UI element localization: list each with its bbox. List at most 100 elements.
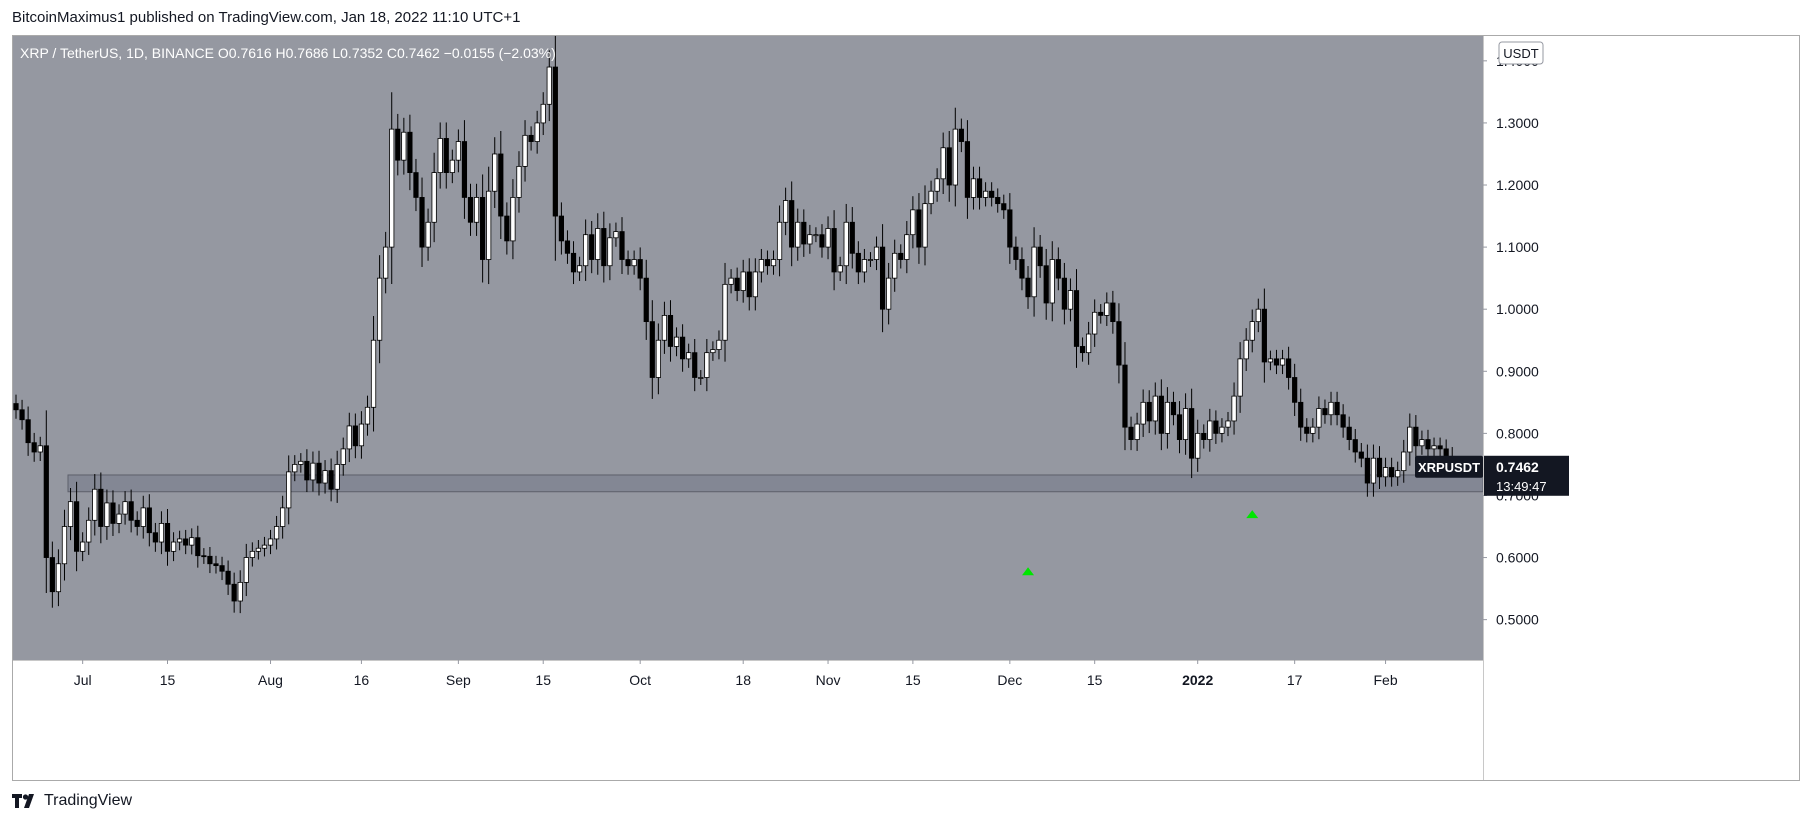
candle-body[interactable] xyxy=(1310,426,1316,434)
candle-body[interactable] xyxy=(213,563,219,567)
candle-body[interactable] xyxy=(522,134,528,167)
candle-body[interactable] xyxy=(1267,358,1274,363)
candle-body[interactable] xyxy=(1146,401,1152,422)
candle-body[interactable] xyxy=(795,221,801,248)
candle-body[interactable] xyxy=(873,246,880,260)
candle-body[interactable] xyxy=(1037,246,1043,267)
candle-body[interactable] xyxy=(1207,420,1213,440)
candle-body[interactable] xyxy=(1098,311,1104,316)
candle-body[interactable] xyxy=(983,190,989,198)
candle-body[interactable] xyxy=(776,221,783,260)
candle-body[interactable] xyxy=(528,134,534,142)
candle-body[interactable] xyxy=(1158,395,1164,434)
candle-body[interactable] xyxy=(407,131,413,173)
candle-body[interactable] xyxy=(686,352,692,360)
candle-body[interactable] xyxy=(110,502,116,524)
candle-body[interactable] xyxy=(976,178,983,198)
candle-body[interactable] xyxy=(770,259,777,267)
candle-body[interactable] xyxy=(1431,445,1437,450)
candle-body[interactable] xyxy=(401,131,407,161)
candle-body[interactable] xyxy=(1376,457,1383,478)
candle-body[interactable] xyxy=(316,462,322,484)
candle-body[interactable] xyxy=(510,197,516,242)
candle-body[interactable] xyxy=(298,460,304,465)
candle-body[interactable] xyxy=(376,277,383,341)
candle-body[interactable] xyxy=(461,141,468,198)
candle-body[interactable] xyxy=(13,403,19,411)
candle-body[interactable] xyxy=(673,336,680,347)
candle-body[interactable] xyxy=(661,315,668,341)
candle-body[interactable] xyxy=(1134,423,1140,440)
candle-body[interactable] xyxy=(722,283,728,341)
candle-body[interactable] xyxy=(1031,246,1037,298)
candle-body[interactable] xyxy=(928,190,934,205)
candle-body[interactable] xyxy=(1049,259,1055,304)
candle-body[interactable] xyxy=(1061,277,1067,310)
candle-body[interactable] xyxy=(534,122,540,142)
candle-body[interactable] xyxy=(304,460,310,481)
candle-body[interactable] xyxy=(19,409,25,421)
candle-body[interactable] xyxy=(140,507,146,527)
candle-body[interactable] xyxy=(740,271,746,291)
candle-body[interactable] xyxy=(583,234,589,267)
candle-body[interactable] xyxy=(1176,414,1183,440)
candle-body[interactable] xyxy=(558,215,565,242)
symbol-legend[interactable]: XRP / TetherUS, 1D, BINANCE O0.7616 H0.7… xyxy=(20,45,556,61)
candle-body[interactable] xyxy=(710,349,716,354)
candle-body[interactable] xyxy=(607,237,613,267)
candle-body[interactable] xyxy=(625,259,631,267)
candle-body[interactable] xyxy=(1025,277,1031,298)
candle-body[interactable] xyxy=(613,231,619,239)
candle-body[interactable] xyxy=(619,231,625,260)
candle-body[interactable] xyxy=(61,526,68,565)
candle-body[interactable] xyxy=(31,442,37,453)
candle-body[interactable] xyxy=(837,265,843,273)
candle-body[interactable] xyxy=(146,507,152,534)
candle-body[interactable] xyxy=(25,419,31,444)
candle-body[interactable] xyxy=(504,215,510,242)
candle-body[interactable] xyxy=(98,488,104,527)
candle-body[interactable] xyxy=(413,172,419,198)
candle-body[interactable] xyxy=(1389,467,1395,478)
currency-badge-box[interactable] xyxy=(1498,41,1544,65)
candle-body[interactable] xyxy=(86,519,92,543)
candle-body[interactable] xyxy=(1407,426,1413,453)
candle-body[interactable] xyxy=(122,501,128,515)
support-zone[interactable] xyxy=(67,474,1484,493)
candle-body[interactable] xyxy=(855,252,861,273)
candle-body[interactable] xyxy=(437,138,443,173)
candle-body[interactable] xyxy=(1043,265,1049,304)
candle-body[interactable] xyxy=(80,541,86,552)
candle-body[interactable] xyxy=(1189,408,1195,459)
candle-body[interactable] xyxy=(237,581,243,602)
candle-body[interactable] xyxy=(328,470,334,490)
candle-body[interactable] xyxy=(637,259,643,279)
candle-body[interactable] xyxy=(886,277,892,310)
candle-body[interactable] xyxy=(104,502,110,527)
candle-body[interactable] xyxy=(425,221,431,248)
candle-body[interactable] xyxy=(649,321,655,378)
candle-body[interactable] xyxy=(201,555,207,558)
candle-body[interactable] xyxy=(516,165,522,198)
candlestick-chart[interactable]: 1.40001.30001.20001.10001.00000.90000.80… xyxy=(13,36,1799,780)
candle-body[interactable] xyxy=(564,240,571,254)
candle-body[interactable] xyxy=(843,221,849,267)
candle-body[interactable] xyxy=(92,488,98,521)
candle-body[interactable] xyxy=(1067,290,1074,310)
candle-body[interactable] xyxy=(1019,259,1025,279)
candle-body[interactable] xyxy=(752,271,758,298)
candle-body[interactable] xyxy=(1122,364,1128,428)
candle-body[interactable] xyxy=(498,153,504,217)
candle-body[interactable] xyxy=(49,557,55,593)
candle-body[interactable] xyxy=(261,544,268,549)
candle-body[interactable] xyxy=(267,538,274,546)
candle-body[interactable] xyxy=(958,128,964,142)
candle-body[interactable] xyxy=(970,178,977,198)
candle-body[interactable] xyxy=(601,228,607,267)
candle-body[interactable] xyxy=(746,271,752,298)
candle-body[interactable] xyxy=(801,221,807,245)
candle-body[interactable] xyxy=(364,406,371,425)
candle-body[interactable] xyxy=(1413,426,1419,447)
candle-body[interactable] xyxy=(861,259,868,273)
candle-body[interactable] xyxy=(486,190,492,260)
